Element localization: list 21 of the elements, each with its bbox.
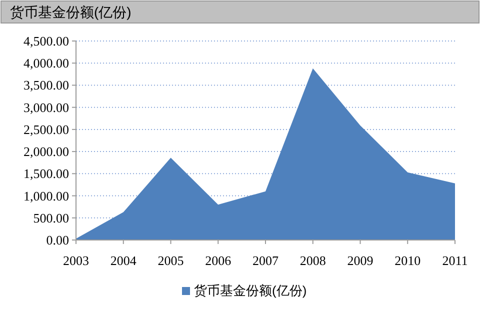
- y-tick-label: 2,500.00: [24, 122, 69, 137]
- x-tick-label: 2008: [300, 253, 326, 268]
- y-tick-label: 1,500.00: [24, 166, 69, 182]
- y-tick-label: 4,500.00: [24, 34, 69, 48]
- x-tick-label: 2011: [442, 253, 468, 268]
- chart-title: 货币基金份额(亿份): [10, 4, 132, 20]
- x-tick-label: 2006: [205, 253, 232, 268]
- x-tick-label: 2009: [347, 253, 374, 268]
- y-tick-label: 500.00: [33, 210, 69, 226]
- y-tick-label: 0.00: [46, 232, 69, 248]
- y-tick-label: 2,000.00: [24, 144, 69, 160]
- y-tick-label: 3,500.00: [24, 78, 69, 93]
- x-tick-label: 2007: [252, 253, 279, 268]
- y-tick-label: 1,000.00: [24, 188, 69, 204]
- x-tick-label: 2003: [63, 253, 89, 268]
- x-tick-label: 2004: [110, 253, 137, 268]
- x-tick-label: 2005: [158, 253, 184, 268]
- legend-label: 货币基金份额(亿份): [194, 283, 307, 298]
- y-tick-label: 3,000.00: [24, 100, 69, 115]
- x-tick-label: 2010: [394, 253, 421, 268]
- y-tick-label: 4,000.00: [24, 56, 69, 71]
